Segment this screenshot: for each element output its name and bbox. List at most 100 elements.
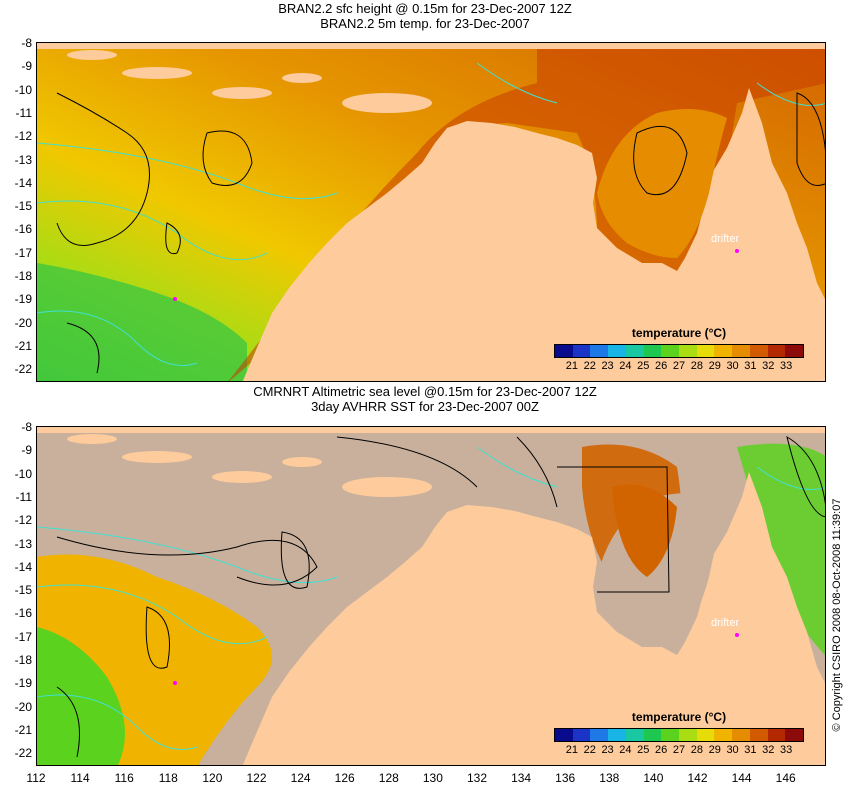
drifter-marker	[173, 297, 177, 301]
bottom-temperature-legend: temperature (°C) 21 22 23 24 25 26 27 28 29 30 31 3…	[554, 710, 804, 756]
legend-label: 31	[744, 360, 757, 372]
legend-label: 32	[762, 360, 775, 372]
bottom-panel-title-line1: CMRNRT Altimetric sea level @0.15m for 2…	[253, 384, 597, 399]
longitude-tick-label: 128	[378, 771, 399, 785]
top-map: drifter temperature (°C) 21 22 23 24 25 26 27 2…	[36, 42, 826, 382]
latitude-tick-label: -21	[14, 338, 32, 353]
legend-color-swatch	[661, 345, 680, 357]
legend-label: 28	[690, 360, 703, 372]
legend-label: 30	[726, 360, 739, 372]
latitude-tick-label: -15	[14, 583, 32, 598]
island	[282, 457, 322, 467]
legend-labels: 21 22 23 24 25 26 27 28 29 30 31 32 33	[554, 742, 804, 756]
latitude-tick-label: -9	[21, 443, 32, 458]
latitude-tick-label: -18	[14, 653, 32, 667]
longitude-tick-label: 126	[334, 771, 355, 785]
legend-color-swatch	[767, 345, 786, 357]
legend-color-swatch	[608, 729, 626, 741]
legend-color-swatch	[732, 729, 750, 741]
island	[212, 471, 272, 483]
legend-color-swatch	[590, 345, 609, 357]
legend-label: 30	[726, 744, 739, 756]
latitude-tick-label: -16	[14, 606, 32, 621]
longitude-tick-label: 138	[599, 771, 620, 785]
legend-label: 26	[655, 744, 668, 756]
latitude-tick-label: -19	[14, 676, 32, 691]
legend-label: 32	[762, 744, 775, 756]
legend-color-swatch	[785, 345, 804, 357]
longitude-tick-label: 122	[246, 771, 267, 785]
legend-color-swatch	[679, 729, 697, 741]
copyright-note: © Copyright CSIRO 2008 08-Oct-2008 11:39…	[830, 470, 844, 760]
legend-color-swatch	[661, 729, 680, 741]
latitude-tick-label: -19	[14, 292, 32, 307]
longitude-tick-label: 132	[466, 771, 488, 785]
legend-label: 29	[708, 360, 721, 372]
legend-label: 23	[601, 360, 614, 372]
northern-land-strip	[37, 43, 825, 49]
legend-label: 21	[565, 360, 578, 372]
longitude-tick-label: 144	[731, 771, 752, 785]
legend-color-swatch	[590, 729, 609, 741]
timor-island	[342, 477, 432, 497]
latitude-tick-label: -14	[14, 175, 32, 190]
latitude-tick-label: -20	[14, 315, 32, 330]
legend-color-bar	[554, 344, 804, 358]
legend-label: 28	[690, 744, 703, 756]
sst-cool-patch	[37, 627, 125, 765]
island	[282, 73, 322, 83]
latitude-tick-label: -18	[14, 269, 32, 283]
legend-label: 33	[780, 744, 793, 756]
latitude-tick-label: -12	[14, 129, 32, 144]
copyright-text: © Copyright CSIRO 2008 08-Oct-2008 11:39…	[831, 498, 843, 732]
drifter-label: drifter	[711, 233, 740, 245]
island	[212, 87, 272, 99]
drifter-marker	[173, 681, 177, 685]
legend-color-swatch	[572, 345, 591, 357]
sst-east-patch	[737, 443, 825, 655]
longitude-tick-label: 130	[422, 771, 443, 785]
latitude-tick-label: -16	[14, 222, 32, 237]
legend-label: 24	[619, 744, 632, 756]
legend-color-swatch	[714, 729, 733, 741]
legend-color-swatch	[679, 345, 697, 357]
latitude-tick-label: -12	[14, 513, 32, 528]
timor-island	[342, 93, 432, 113]
latitude-tick-label: -11	[15, 489, 32, 504]
legend-label: 23	[601, 744, 614, 756]
island	[67, 434, 117, 444]
drifter-label: drifter	[711, 617, 740, 629]
latitude-tick-label: -20	[14, 699, 32, 714]
longitude-tick-label: 120	[202, 771, 223, 785]
top-panel-title-line1: BRAN2.2 sfc height @ 0.15m for 23-Dec-20…	[278, 1, 572, 16]
sst-gulf-inner	[612, 484, 677, 577]
island	[122, 451, 192, 463]
longitude-tick-label: 134	[511, 771, 532, 785]
legend-label: 27	[672, 744, 686, 756]
legend-color-swatch	[643, 345, 662, 357]
top-temperature-legend: temperature (°C) 21 22 23 24 25 26 27 28 29 30 31 3…	[554, 326, 804, 372]
legend-color-swatch	[555, 729, 573, 741]
legend-color-swatch	[608, 345, 626, 357]
legend-color-swatch	[714, 345, 733, 357]
island	[122, 67, 192, 79]
legend-label: 26	[655, 360, 668, 372]
gulf-of-carpentaria	[597, 109, 727, 258]
legend-label: 22	[583, 360, 596, 372]
drifter-marker	[735, 249, 739, 253]
legend-color-swatch	[732, 345, 750, 357]
northern-land-strip	[37, 427, 825, 433]
sea-level-contours	[37, 62, 825, 366]
legend-label: 31	[744, 744, 757, 756]
legend-color-swatch	[555, 345, 573, 357]
longitude-tick-label: 112	[26, 771, 46, 785]
latitude-tick-label: -17	[14, 629, 32, 644]
latitude-tick-label: -11	[15, 105, 32, 120]
latitude-tick-label: -22	[14, 362, 32, 377]
height-contours	[56, 92, 825, 374]
cool-water-patch	[37, 263, 247, 381]
australia-land	[242, 88, 825, 381]
legend-label: 25	[637, 744, 650, 756]
legend-label: 27	[672, 360, 686, 372]
latitude-tick-label: -17	[14, 245, 32, 260]
